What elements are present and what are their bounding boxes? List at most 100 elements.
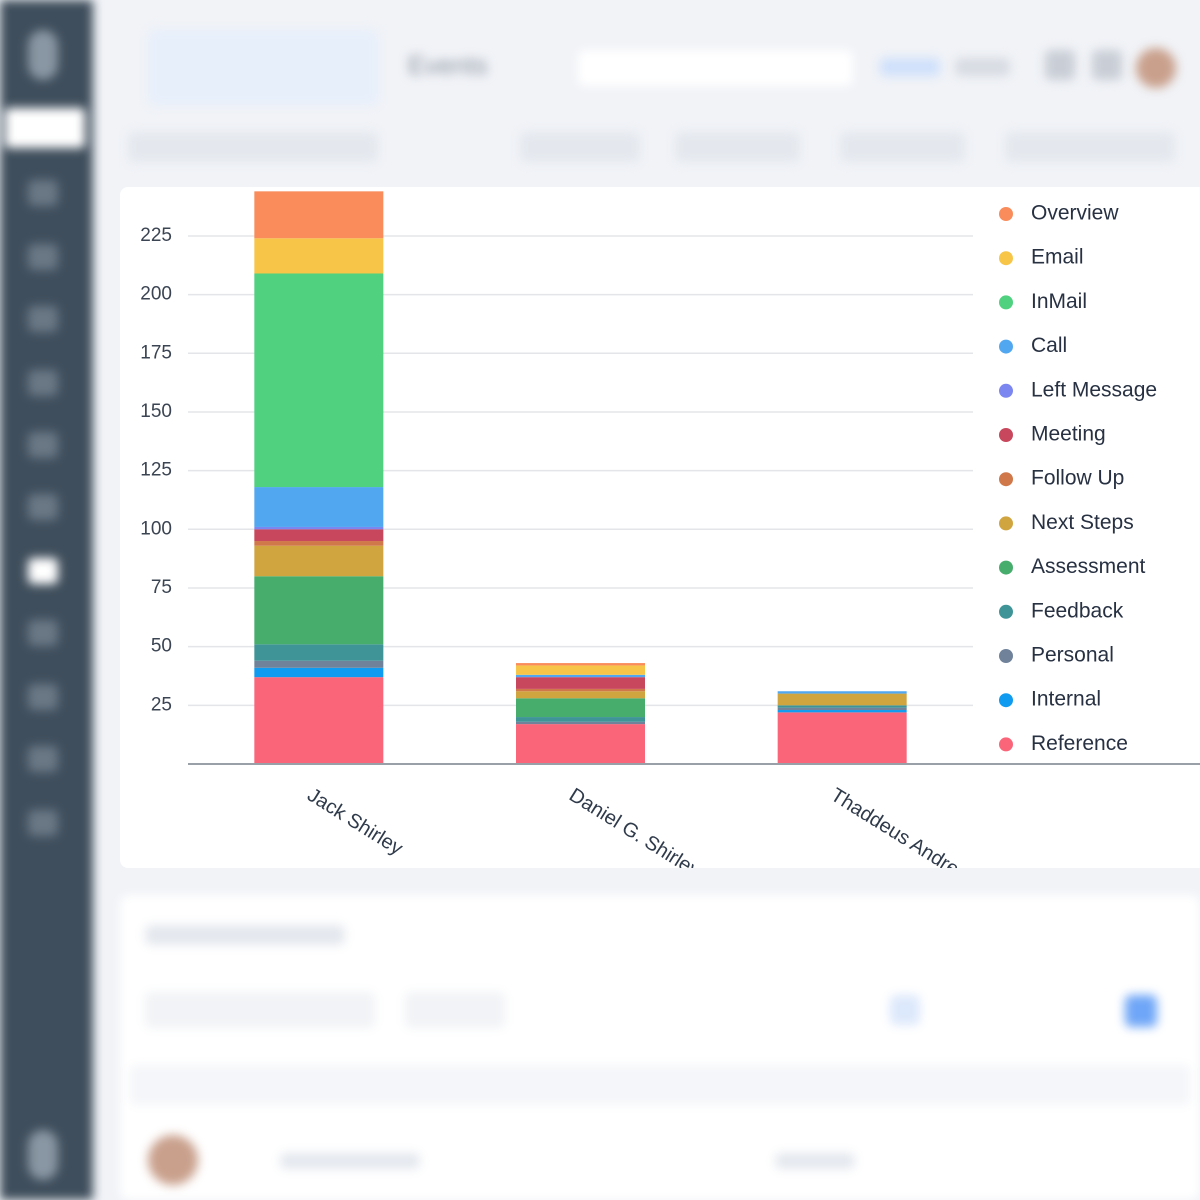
- legend-label: Left Message: [1031, 378, 1157, 401]
- legend-swatch: [999, 737, 1013, 752]
- nav-icon[interactable]: [28, 370, 58, 396]
- legend-swatch: [999, 383, 1013, 398]
- x-tick-label: Thaddeus Andres: [827, 784, 972, 868]
- nav-icon[interactable]: [28, 306, 58, 332]
- legend-swatch: [999, 649, 1013, 663]
- legend-label: Reference: [1031, 732, 1128, 755]
- bar-segment: [516, 698, 645, 718]
- legend-label: Email: [1031, 246, 1084, 269]
- bar-segment: [777, 710, 907, 713]
- legend-swatch: [999, 428, 1013, 442]
- legend-label: Feedback: [1031, 599, 1124, 622]
- legend-label: Internal: [1031, 688, 1101, 711]
- nav-icon[interactable]: [28, 180, 58, 206]
- legend-label: Next Steps: [1031, 511, 1134, 534]
- chart-panel: 25 50 75 100 125 150 175 200 225 Jack Shirley Dani…: [120, 187, 1200, 868]
- y-tick-label: 125: [140, 460, 172, 481]
- legend-swatch: [999, 560, 1013, 575]
- dropdown[interactable]: [405, 992, 505, 1028]
- button[interactable]: [1125, 995, 1157, 1027]
- bar-segment: [254, 191, 384, 239]
- chart: 25 50 75 100 125 150 175 200 225 Jack Shirley Dani…: [140, 191, 1200, 868]
- bar-segment: [516, 674, 645, 678]
- y-tick-label: 50: [151, 636, 172, 657]
- brand-box: [148, 30, 378, 105]
- legend-label: Personal: [1031, 644, 1114, 667]
- bar-segment: [254, 667, 384, 678]
- legend-swatch: [999, 295, 1013, 310]
- bar-segment: [516, 677, 645, 689]
- x-tick-label: Daniel G. Shirley: [565, 784, 704, 868]
- nav-icon[interactable]: [28, 620, 58, 646]
- bar-segment: [254, 238, 384, 274]
- avatar[interactable]: [1136, 48, 1176, 88]
- y-tick-label: 150: [140, 401, 172, 422]
- table-cell: [280, 1153, 420, 1169]
- nav-icon[interactable]: [28, 810, 58, 836]
- bar-segment: [254, 487, 384, 527]
- legend-swatch: [999, 207, 1013, 221]
- dropdown[interactable]: [840, 132, 965, 162]
- bar-segment: [254, 526, 384, 530]
- bar-segment: [254, 576, 384, 645]
- bar-segment: [254, 529, 384, 542]
- legend-label: Assessment: [1031, 555, 1146, 578]
- logo: [28, 30, 58, 80]
- bar-segment: [254, 660, 384, 668]
- activity-panel: [120, 895, 1200, 1200]
- bar-segment: [777, 691, 907, 694]
- search-button[interactable]: [5, 108, 85, 148]
- dropdown[interactable]: [128, 132, 378, 162]
- button[interactable]: [955, 58, 1010, 76]
- bar-segment: [516, 724, 645, 764]
- nav-icon[interactable]: [28, 244, 58, 270]
- bar-segment: [254, 677, 384, 764]
- bar-segment: [254, 545, 384, 577]
- icon[interactable]: [1045, 50, 1075, 80]
- bar-segment: [516, 691, 645, 699]
- sidebar: [0, 0, 93, 1200]
- bar-segment: [777, 705, 907, 708]
- legend-swatch: [999, 516, 1013, 531]
- page-title: Events: [408, 50, 488, 80]
- bar-segment: [777, 693, 907, 706]
- dropdown[interactable]: [520, 132, 640, 162]
- avatar[interactable]: [28, 1130, 58, 1180]
- nav-icon[interactable]: [28, 432, 58, 458]
- nav-icon[interactable]: [28, 684, 58, 710]
- legend-swatch: [999, 339, 1013, 354]
- legend-swatch: [999, 693, 1013, 708]
- legend-swatch: [999, 472, 1013, 487]
- y-tick-label: 175: [140, 342, 172, 363]
- search-box[interactable]: [578, 50, 853, 86]
- bar-segment: [254, 644, 384, 661]
- legend-label: Meeting: [1031, 423, 1106, 446]
- button[interactable]: [890, 995, 920, 1025]
- x-tick-label: Jack Shirley: [303, 784, 406, 860]
- dropdown[interactable]: [675, 132, 800, 162]
- table-header: [130, 1065, 1190, 1105]
- y-tick-label: 75: [151, 577, 172, 598]
- nav-icon-active[interactable]: [28, 558, 58, 584]
- bar-segment: [516, 721, 645, 725]
- button[interactable]: [880, 58, 940, 76]
- dropdown[interactable]: [145, 992, 375, 1028]
- icon[interactable]: [1092, 50, 1122, 80]
- table-cell: [775, 1153, 855, 1169]
- bar-segment: [777, 712, 907, 764]
- legend-label: Follow Up: [1031, 467, 1124, 490]
- legend-label: InMail: [1031, 290, 1087, 313]
- bar-segment: [254, 273, 384, 488]
- y-tick-label: 225: [140, 225, 172, 246]
- nav-icon[interactable]: [28, 746, 58, 772]
- y-tick-label: 25: [151, 694, 172, 715]
- legend-label: Call: [1031, 334, 1067, 357]
- legend-swatch: [999, 251, 1013, 266]
- avatar: [148, 1135, 198, 1185]
- section-heading: [145, 925, 345, 945]
- dropdown[interactable]: [1005, 132, 1175, 162]
- bar-segment: [516, 665, 645, 675]
- nav-icon[interactable]: [28, 494, 58, 520]
- bar-segment: [254, 541, 384, 546]
